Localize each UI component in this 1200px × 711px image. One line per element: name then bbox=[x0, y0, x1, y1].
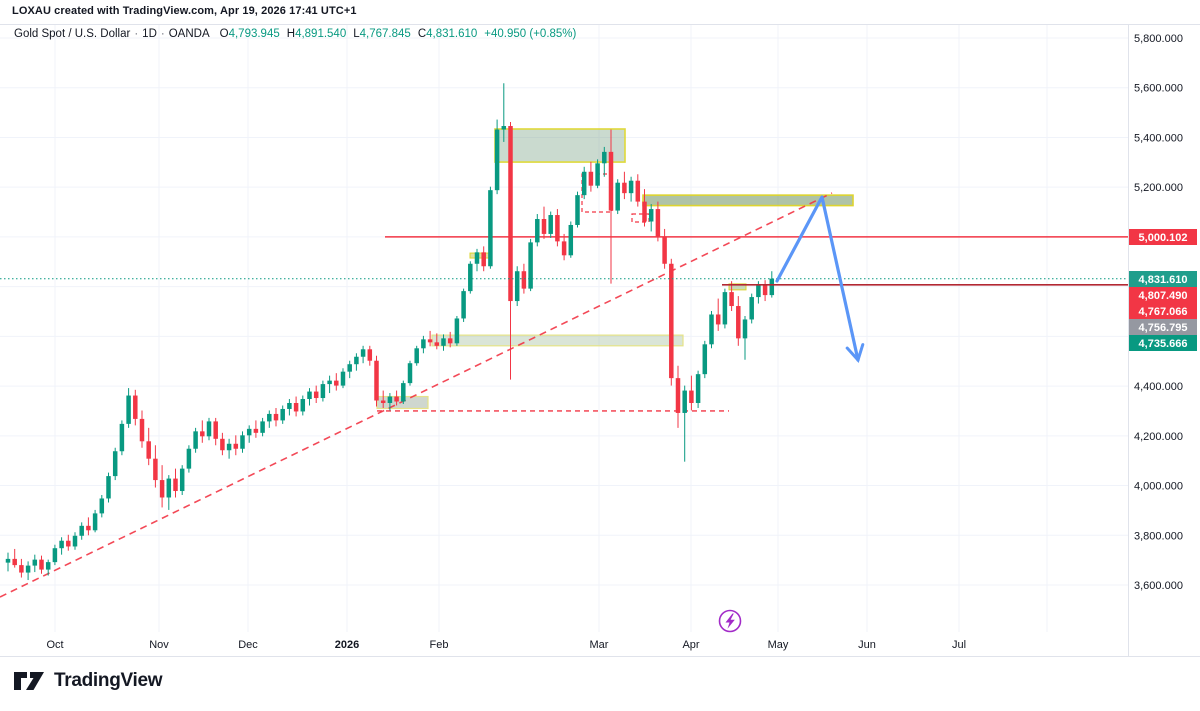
projection-arrow[interactable] bbox=[775, 195, 860, 362]
time-tick-label: 2026 bbox=[335, 639, 359, 651]
price-chart-svg[interactable]: 5,800.000 5,600.000 5,400.000 5,200.000 4,40… bbox=[0, 0, 1200, 660]
chart-pane[interactable]: 5,800.000 5,600.000 5,400.000 5,200.000 4,40… bbox=[0, 0, 1200, 660]
lightning-event-icon[interactable] bbox=[718, 609, 742, 633]
price-tick-label: 3,800.000 bbox=[1134, 530, 1183, 542]
tradingview-wordmark: TradingView bbox=[54, 670, 163, 691]
time-tick-label: Oct bbox=[46, 639, 63, 651]
ohlc-value: 4,767.845 bbox=[359, 28, 411, 40]
price-tick-label: 3,600.000 bbox=[1134, 580, 1183, 592]
ohlc-value: 4,793.945 bbox=[228, 28, 280, 40]
ohlc-key: C bbox=[417, 28, 427, 40]
price-tag bbox=[1129, 303, 1197, 319]
change-value: +40.950 (+0.85%) bbox=[484, 28, 577, 40]
time-tick-label: Jun bbox=[858, 639, 876, 651]
price-tag-label: 4,807.490 bbox=[1139, 290, 1188, 302]
mini-zone-a[interactable] bbox=[469, 252, 492, 259]
watermark-text: LOXAU created with TradingView.com, Apr … bbox=[12, 5, 357, 17]
price-tag-label: 5,000.102 bbox=[1139, 232, 1188, 244]
time-tick-label: Mar bbox=[590, 639, 609, 651]
candles-layer bbox=[5, 83, 775, 581]
tradingview-logo-icon bbox=[14, 672, 44, 690]
projection-arrowhead bbox=[845, 343, 865, 363]
ohlc-values: O4,793.945 H4,891.540 L4,767.845 C4,831.610 bbox=[220, 28, 485, 40]
interval-label[interactable]: 1D bbox=[142, 28, 157, 40]
zones-layer[interactable] bbox=[376, 128, 854, 410]
mini-zone-b[interactable] bbox=[728, 283, 747, 291]
legend-separator: · bbox=[160, 28, 165, 40]
ohlc-key: L bbox=[353, 28, 360, 40]
ohlc-key: H bbox=[286, 28, 296, 40]
demand-zone[interactable] bbox=[431, 334, 684, 347]
time-tick-label: Jul bbox=[952, 639, 966, 651]
price-tick-label: 4,200.000 bbox=[1134, 431, 1183, 443]
time-tick-label: Feb bbox=[430, 639, 449, 651]
chart-legend: Gold Spot / U.S. Dollar · 1D · OANDA O4,793.9… bbox=[14, 28, 576, 40]
price-tag bbox=[1129, 271, 1197, 287]
price-tag-label: 4,767.066 bbox=[1139, 306, 1188, 318]
legend-separator: · bbox=[134, 28, 139, 40]
symbol-title[interactable]: Gold Spot / U.S. Dollar bbox=[14, 28, 131, 40]
price-tick-label: 4,000.000 bbox=[1134, 481, 1183, 493]
time-tick-label: Nov bbox=[149, 639, 169, 651]
time-axis[interactable]: Oct Nov Dec 2026 Feb Mar Apr May Jun Jul bbox=[46, 639, 966, 651]
ascending-trendline[interactable] bbox=[0, 192, 833, 598]
supply-zone-mid[interactable] bbox=[642, 194, 854, 207]
price-tick-label: 5,800.000 bbox=[1134, 33, 1183, 45]
price-tag bbox=[1129, 287, 1197, 303]
price-tick-label: 5,400.000 bbox=[1134, 132, 1183, 144]
price-tag-label: 4,735.666 bbox=[1139, 338, 1188, 350]
time-tick-label: May bbox=[768, 639, 789, 651]
time-tick-label: Dec bbox=[238, 639, 258, 651]
ohlc-key: O bbox=[219, 28, 229, 40]
price-tag bbox=[1129, 229, 1197, 245]
tradingview-branding[interactable]: TradingView bbox=[12, 668, 163, 694]
price-tag-label: 4,756.795 bbox=[1139, 322, 1188, 334]
price-tick-label: 4,400.000 bbox=[1134, 381, 1183, 393]
price-tag bbox=[1129, 335, 1197, 351]
ohlc-value: 4,831.610 bbox=[426, 28, 478, 40]
price-axis[interactable]: 5,800.000 5,600.000 5,400.000 5,200.000 4,40… bbox=[1134, 33, 1183, 592]
price-tick-label: 5,600.000 bbox=[1134, 83, 1183, 95]
grid-layer bbox=[0, 24, 1128, 632]
exchange-label[interactable]: OANDA bbox=[168, 28, 210, 40]
price-tag-label: 4,831.610 bbox=[1139, 274, 1188, 286]
time-tick-label: Apr bbox=[682, 639, 699, 651]
ohlc-value: 4,891.540 bbox=[295, 28, 347, 40]
price-tag bbox=[1129, 319, 1197, 335]
price-tick-label: 5,200.000 bbox=[1134, 182, 1183, 194]
price-tags: 5,000.102 4,831.610 4,807.490 4,767.066 4,75… bbox=[1129, 229, 1197, 351]
